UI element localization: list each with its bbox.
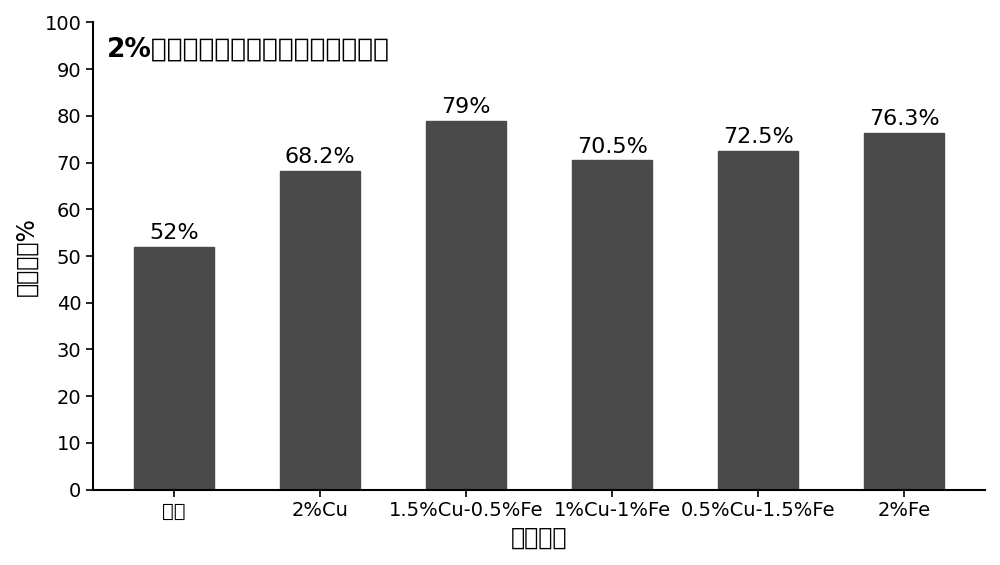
Text: 52%: 52%	[149, 223, 199, 243]
Text: 68.2%: 68.2%	[285, 147, 355, 167]
Bar	[864, 133, 944, 490]
Text: 79%: 79%	[441, 97, 491, 117]
Text: 2%浓度氯化物改性飞灰脱汞性能对比: 2%浓度氯化物改性飞灰脱汞性能对比	[107, 37, 390, 63]
Bar	[426, 120, 506, 490]
Bar	[718, 151, 798, 490]
Text: 72.5%: 72.5%	[723, 127, 794, 147]
Text: 70.5%: 70.5%	[577, 137, 648, 157]
Bar	[280, 171, 360, 490]
Y-axis label: 吸附效率%: 吸附效率%	[15, 216, 39, 295]
Bar	[572, 160, 652, 490]
X-axis label: 质量分数: 质量分数	[511, 526, 567, 550]
Text: 76.3%: 76.3%	[869, 110, 940, 129]
Bar	[134, 247, 214, 490]
